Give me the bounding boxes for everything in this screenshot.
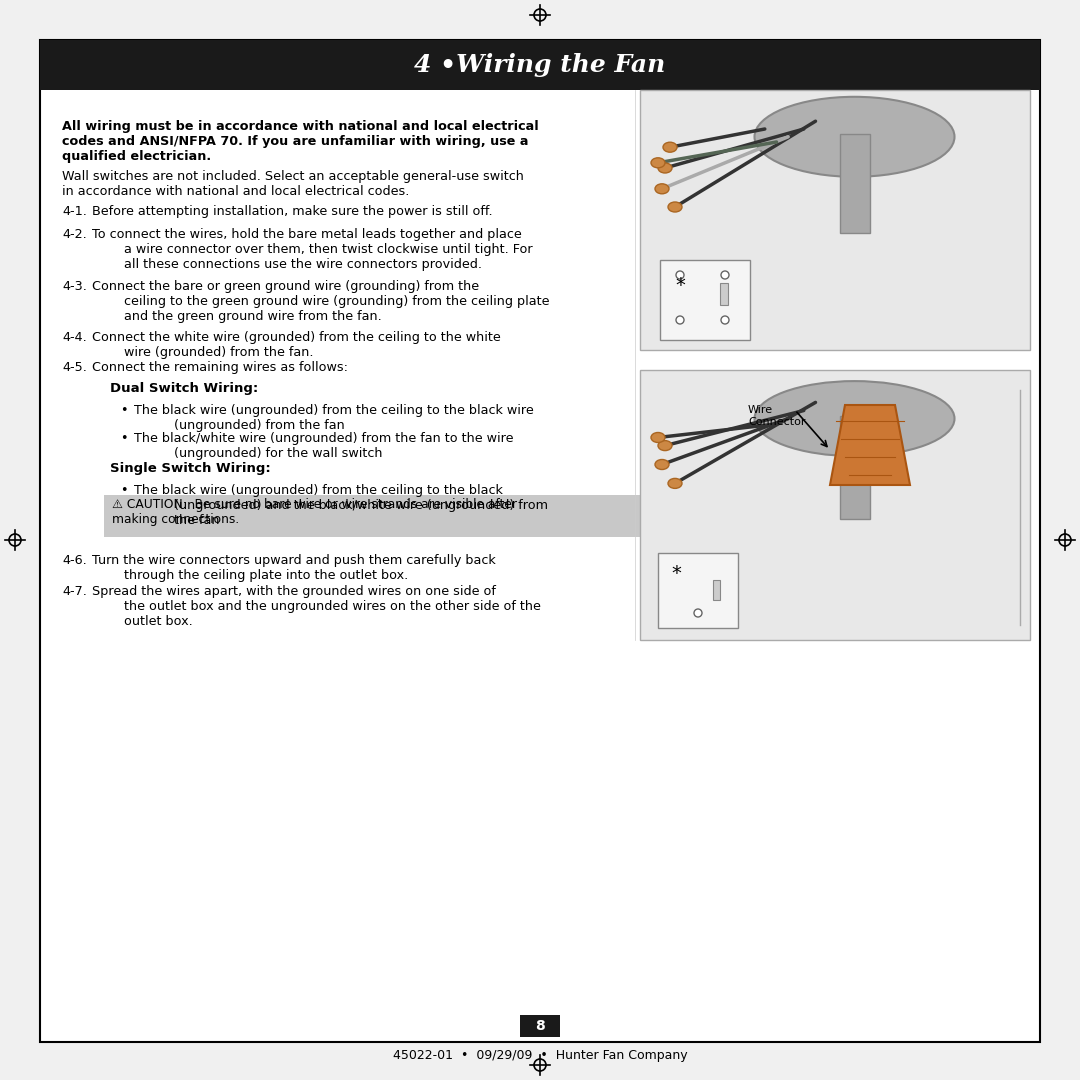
Text: All wiring must be in accordance with national and local electrical
codes and AN: All wiring must be in accordance with na… xyxy=(62,120,539,163)
Text: •: • xyxy=(120,484,127,497)
Text: The black wire (ungrounded) from the ceiling to the black wire
          (ungrou: The black wire (ungrounded) from the cei… xyxy=(134,404,534,432)
Ellipse shape xyxy=(651,432,665,443)
Text: Connect the white wire (grounded) from the ceiling to the white
        wire (gr: Connect the white wire (grounded) from t… xyxy=(92,330,501,359)
Text: Before attempting installation, make sure the power is still off.: Before attempting installation, make sur… xyxy=(92,205,492,218)
Text: •: • xyxy=(120,404,127,417)
Ellipse shape xyxy=(658,163,672,173)
Ellipse shape xyxy=(651,158,665,167)
Text: 4-6.: 4-6. xyxy=(62,554,86,567)
Text: 4-1.: 4-1. xyxy=(62,205,86,218)
Circle shape xyxy=(721,316,729,324)
Ellipse shape xyxy=(654,184,669,193)
Text: Wall switches are not included. Select an acceptable general-use switch
in accor: Wall switches are not included. Select a… xyxy=(62,170,524,198)
Text: 4 •Wiring the Fan: 4 •Wiring the Fan xyxy=(415,53,665,77)
Bar xyxy=(720,283,728,305)
Text: Connect the remaining wires as follows:: Connect the remaining wires as follows: xyxy=(92,361,348,374)
Circle shape xyxy=(676,316,684,324)
Text: •: • xyxy=(120,432,127,445)
Text: Connect the bare or green ground wire (grounding) from the
        ceiling to th: Connect the bare or green ground wire (g… xyxy=(92,280,550,323)
Circle shape xyxy=(721,271,729,279)
Text: Turn the wire connectors upward and push them carefully back
        through the: Turn the wire connectors upward and push… xyxy=(92,554,496,582)
Text: 4-3.: 4-3. xyxy=(62,280,86,293)
Text: Wire
Connector: Wire Connector xyxy=(748,405,806,427)
Bar xyxy=(519,1015,561,1037)
Bar xyxy=(658,553,738,627)
Text: Single Switch Wiring:: Single Switch Wiring: xyxy=(110,462,271,475)
Bar xyxy=(839,416,869,518)
Text: ⚠ CAUTION:  Be sure no bare wire or wire strands are visible after
making connec: ⚠ CAUTION: Be sure no bare wire or wire … xyxy=(112,498,517,526)
Bar xyxy=(660,260,750,340)
Text: Dual Switch Wiring:: Dual Switch Wiring: xyxy=(110,382,258,395)
Text: 8: 8 xyxy=(535,1020,545,1032)
Bar xyxy=(839,134,869,233)
Ellipse shape xyxy=(669,478,681,488)
Text: *: * xyxy=(675,275,685,295)
Text: To connect the wires, hold the bare metal leads together and place
        a wir: To connect the wires, hold the bare meta… xyxy=(92,228,532,271)
Text: Spread the wires apart, with the grounded wires on one side of
        the outle: Spread the wires apart, with the grounde… xyxy=(92,585,541,627)
Text: 4-4.: 4-4. xyxy=(62,330,86,345)
Text: 4-2.: 4-2. xyxy=(62,228,86,241)
Circle shape xyxy=(694,609,702,617)
Ellipse shape xyxy=(669,202,681,212)
Text: *: * xyxy=(671,564,680,582)
Polygon shape xyxy=(831,405,910,485)
Text: 4-5.: 4-5. xyxy=(62,361,86,374)
Text: The black wire (ungrounded) from the ceiling to the black
          (ungrounded): The black wire (ungrounded) from the cei… xyxy=(134,484,548,527)
Ellipse shape xyxy=(663,143,677,152)
Ellipse shape xyxy=(755,97,955,177)
Bar xyxy=(104,495,652,537)
Ellipse shape xyxy=(654,459,669,470)
Text: The black/white wire (ungrounded) from the fan to the wire
          (ungrounded: The black/white wire (ungrounded) from t… xyxy=(134,432,513,460)
Bar xyxy=(740,384,1000,515)
Bar xyxy=(713,580,720,600)
Circle shape xyxy=(676,271,684,279)
Bar xyxy=(640,90,1030,350)
Bar xyxy=(40,40,1040,90)
Ellipse shape xyxy=(755,381,955,456)
Text: 4-7.: 4-7. xyxy=(62,585,86,598)
Bar xyxy=(640,370,1030,640)
Text: 45022-01  •  09/29/09  •  Hunter Fan Company: 45022-01 • 09/29/09 • Hunter Fan Company xyxy=(393,1049,687,1062)
Ellipse shape xyxy=(658,441,672,450)
